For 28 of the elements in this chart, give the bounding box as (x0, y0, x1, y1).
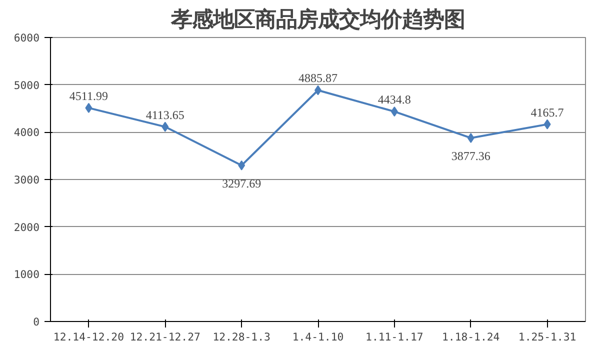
x-tick-label: 1.25-1.31 (518, 330, 576, 343)
chart-title: 孝感地区商品房成交均价趋势图 (170, 8, 465, 32)
x-tick-label: 12.21-12.27 (130, 330, 200, 343)
point (85, 102, 92, 113)
data-label: 4885.87 (298, 71, 338, 86)
x-tick-label: 12.28-1.3 (212, 330, 270, 343)
x-tick-label: 12.14-12.20 (53, 330, 124, 343)
x-tick-label: 1.4-1.10 (292, 330, 344, 343)
x-tick-label: 1.18-1.24 (442, 330, 500, 343)
y-tick-label: 5000 (14, 78, 40, 92)
data-label: 3877.36 (451, 148, 490, 163)
data-label: 4434.8 (378, 92, 411, 107)
point (467, 132, 474, 143)
data-label: 4165.7 (530, 105, 564, 120)
y-tick-label: 3000 (14, 174, 40, 186)
x-tick-label: 1.11-1.17 (366, 330, 424, 343)
point (390, 106, 398, 117)
y-tick-label: 0 (33, 316, 40, 328)
y-tick-label: 6000 (14, 32, 40, 44)
y-tick-label: 1000 (14, 268, 40, 282)
data-label: 4113.65 (146, 108, 184, 122)
point (544, 119, 551, 130)
y-tick-label: 2000 (14, 220, 40, 234)
point (162, 122, 169, 132)
point (238, 160, 246, 170)
y-tick-label: 4000 (14, 126, 40, 140)
data-label: 4511.99 (69, 88, 108, 103)
data-label: 3297.69 (222, 176, 262, 190)
